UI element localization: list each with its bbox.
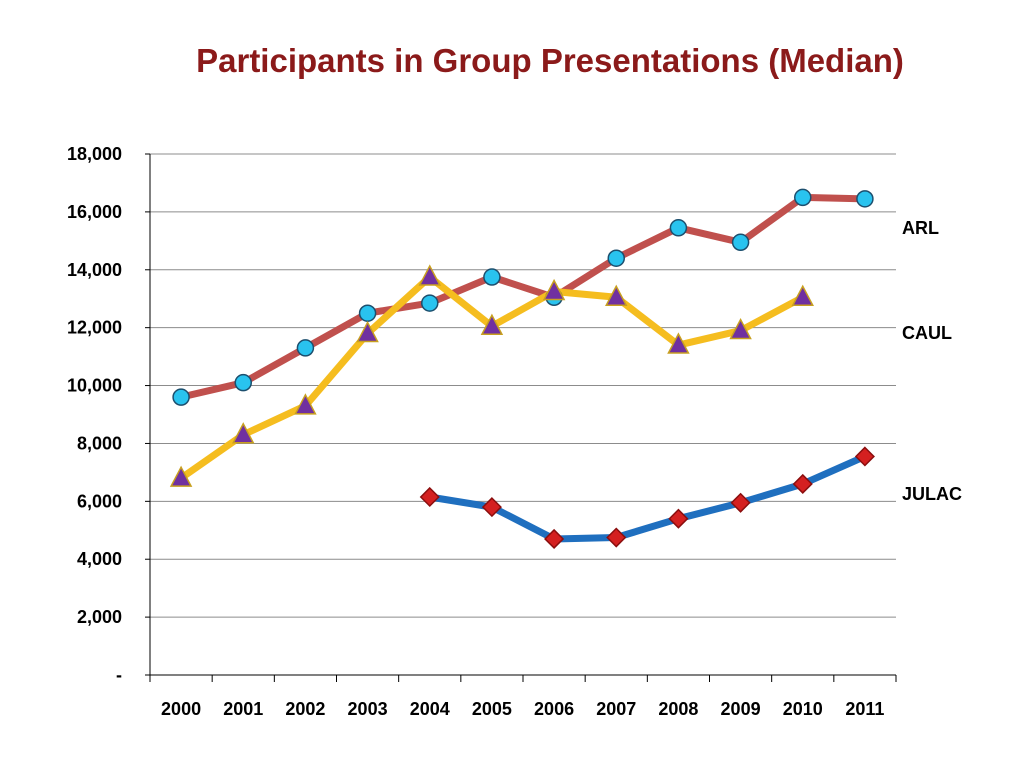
data-point-caul xyxy=(667,332,690,354)
y-tick-label: 2,000 xyxy=(77,607,122,627)
y-tick-label: 14,000 xyxy=(67,260,122,280)
data-point-caul xyxy=(480,313,504,335)
x-tick-label: 2000 xyxy=(161,699,201,719)
y-tick-label: 10,000 xyxy=(67,376,122,396)
y-tick-label: - xyxy=(116,665,122,685)
x-tick-label: 2004 xyxy=(410,699,450,719)
y-tick-label: 16,000 xyxy=(67,202,122,222)
data-point-arl xyxy=(172,388,190,406)
data-point-arl xyxy=(669,219,688,237)
data-point-arl xyxy=(607,249,625,267)
data-point-julac xyxy=(854,446,875,467)
series-label-arl: ARL xyxy=(902,218,939,238)
series-label-julac: JULAC xyxy=(902,484,962,504)
data-point-caul xyxy=(791,284,814,307)
data-point-arl xyxy=(296,339,315,357)
chart-title: Participants in Group Presentations (Med… xyxy=(196,42,904,79)
y-tick-label: 12,000 xyxy=(67,318,122,338)
data-point-julac xyxy=(544,528,565,550)
series-line-caul xyxy=(177,273,807,482)
data-point-arl xyxy=(234,373,252,392)
x-tick-label: 2001 xyxy=(223,699,263,719)
data-point-julac xyxy=(792,473,813,495)
data-point-arl xyxy=(421,294,439,312)
data-point-julac xyxy=(730,492,751,513)
series-labels: ARL CAUL JULAC xyxy=(902,218,962,504)
x-tick-label: 2011 xyxy=(845,699,884,719)
data-point-caul xyxy=(356,320,379,343)
series-line-julac xyxy=(426,452,869,543)
y-axis-tick-labels: - 2,000 4,000 6,000 8,000 10,000 12,000 14,000 1… xyxy=(67,144,122,685)
data-point-caul xyxy=(605,284,628,307)
data-point-caul xyxy=(169,465,193,487)
y-tick-label: 18,000 xyxy=(67,144,122,164)
x-tick-label: 2006 xyxy=(534,699,574,719)
data-point-julac xyxy=(419,486,440,508)
series-line-arl xyxy=(177,193,869,401)
data-point-arl xyxy=(731,233,750,252)
x-tick-label: 2008 xyxy=(658,699,698,719)
data-point-caul xyxy=(542,278,566,301)
data-point-caul xyxy=(232,422,255,444)
x-tick-label: 2005 xyxy=(472,699,512,719)
y-tick-label: 4,000 xyxy=(77,549,122,569)
data-point-caul xyxy=(729,317,752,340)
x-tick-label: 2002 xyxy=(285,699,325,719)
x-axis-tick-labels: 2000 2001 2002 2003 2004 2005 2006 2007 2008 2009… xyxy=(161,699,884,719)
data-point-arl xyxy=(358,304,377,322)
x-tick-label: 2007 xyxy=(596,699,636,719)
x-tick-label: 2010 xyxy=(783,699,823,719)
x-tick-label: 2003 xyxy=(348,699,388,719)
y-tick-label: 8,000 xyxy=(77,433,122,453)
data-point-caul xyxy=(418,264,441,286)
data-point-arl xyxy=(794,188,812,207)
y-tick-label: 6,000 xyxy=(77,491,122,511)
data-point-arl xyxy=(483,268,501,286)
data-point-julac xyxy=(668,508,689,529)
data-point-caul xyxy=(294,393,317,415)
series-markers xyxy=(169,188,875,550)
series-lines xyxy=(177,193,869,543)
series-label-caul: CAUL xyxy=(902,323,952,343)
data-point-julac xyxy=(481,497,502,518)
data-point-julac xyxy=(606,527,627,548)
axes xyxy=(145,153,897,682)
data-point-arl xyxy=(856,190,874,208)
x-tick-label: 2009 xyxy=(721,699,761,719)
gridlines xyxy=(150,153,896,618)
